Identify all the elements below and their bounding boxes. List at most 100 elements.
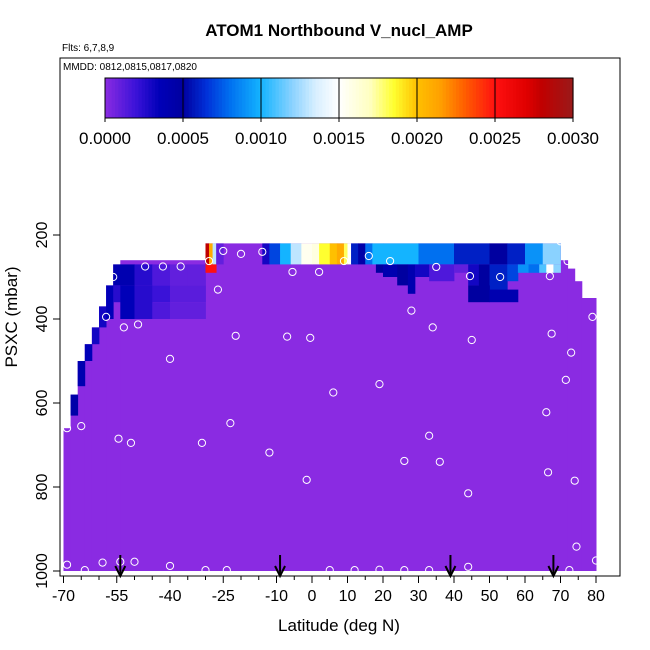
sample-point [315, 267, 324, 277]
sample-point [547, 329, 556, 338]
sample-point [425, 566, 434, 575]
field-cell [351, 243, 359, 265]
plot-frame [59, 57, 621, 577]
colorbar-swatch [542, 78, 547, 118]
colorbar-swatch [245, 78, 250, 118]
field-cell [546, 264, 554, 273]
colorbar-swatch [315, 78, 320, 118]
field-cell [113, 285, 121, 303]
colorbar-swatch [282, 78, 287, 118]
colorbar-swatch [432, 78, 437, 118]
y-tick-label: 800 [34, 474, 51, 501]
sample-point [543, 468, 553, 477]
colorbar-swatch [359, 78, 363, 118]
field-cell [120, 285, 135, 319]
x-tick-label: 60 [516, 588, 534, 605]
field-cell [418, 243, 455, 265]
sample-point [565, 566, 574, 575]
colorbar-tick-label: 0.0020 [391, 129, 443, 148]
field-cell [414, 264, 430, 277]
colorbar-swatch [372, 78, 377, 118]
x-tick-label: -40 [158, 588, 181, 605]
colorbar-swatch [512, 78, 517, 118]
colorbar-swatch [238, 78, 243, 118]
colorbar-swatch [429, 78, 434, 118]
y-tick-label: 600 [34, 390, 51, 417]
sample-point [542, 408, 551, 417]
colorbar-swatch [268, 78, 273, 118]
sample-point [62, 424, 72, 433]
colorbar-swatch [526, 78, 531, 118]
field-cell [91, 327, 100, 345]
field-cell [507, 264, 519, 282]
colorbar-swatch [332, 78, 337, 118]
sample-point [197, 438, 207, 447]
field-cell [134, 264, 153, 286]
sample-point [467, 335, 476, 345]
colorbar-tick-label: 0.0025 [469, 129, 521, 148]
colorbar-swatch [522, 78, 527, 118]
colorbar-swatch [375, 78, 380, 118]
sample-point [80, 566, 89, 575]
colorbar-swatch [549, 78, 554, 118]
colorbar-swatch [335, 78, 340, 118]
colorbar-tick-label: 0.0000 [79, 129, 131, 148]
sample-point [176, 262, 185, 271]
y-tick-label: 400 [34, 306, 51, 333]
colorbar-swatch [302, 78, 307, 118]
colorbar-tick-label: 0.0005 [157, 129, 209, 148]
colorbar-swatch [312, 78, 317, 118]
sample-point [400, 456, 409, 466]
sample-point [464, 562, 473, 571]
colorbar-swatch [499, 78, 504, 118]
field-cell [343, 243, 348, 265]
sample-point [375, 380, 384, 389]
x-tick-label: 50 [481, 588, 499, 605]
colorbar-swatch [135, 78, 140, 118]
colorbar-swatch [252, 78, 257, 118]
colorbar-swatch [382, 78, 387, 118]
sample-point [563, 256, 572, 266]
colorbar-swatch [105, 78, 109, 118]
x-tick-label: 20 [374, 588, 392, 605]
sample-point [141, 262, 150, 271]
field-cell [170, 302, 206, 319]
sample-point [556, 237, 565, 246]
field-cell [383, 243, 419, 265]
colorbar-swatch [295, 78, 300, 118]
sample-point [464, 489, 473, 498]
colorbar-swatch [121, 78, 126, 118]
sample-point [432, 262, 441, 272]
sample-point [591, 556, 601, 565]
colorbar-swatch [519, 78, 524, 118]
colorbar-swatch [278, 78, 283, 118]
sample-point [231, 331, 240, 340]
colorbar-swatch [456, 78, 460, 118]
sample-point [339, 256, 349, 266]
field-cell [358, 243, 366, 265]
sample-point [114, 434, 123, 443]
colorbar-swatch [392, 78, 397, 118]
colorbar-swatch [415, 78, 420, 118]
colorbar-swatch [536, 78, 541, 118]
sample-point [204, 256, 214, 266]
field-cell [539, 264, 547, 273]
colorbar-swatch [165, 78, 170, 118]
colorbar-swatch [412, 78, 417, 118]
field-cell [454, 264, 469, 273]
sample-point [77, 422, 86, 431]
colorbar-swatch [439, 78, 444, 118]
field-cell [454, 243, 490, 265]
field-cell [397, 264, 409, 286]
colorbar-swatch [395, 78, 400, 118]
colorbar-swatch [205, 78, 210, 118]
sample-point [119, 323, 128, 332]
colorbar-swatch [298, 78, 303, 118]
field-cell [312, 243, 320, 265]
colorbar-swatch [476, 78, 480, 118]
field-column [113, 264, 121, 571]
colorbar-swatch [469, 78, 474, 118]
sample-point [288, 267, 297, 277]
field-cell [528, 264, 540, 273]
colorbar-swatch [318, 78, 323, 118]
